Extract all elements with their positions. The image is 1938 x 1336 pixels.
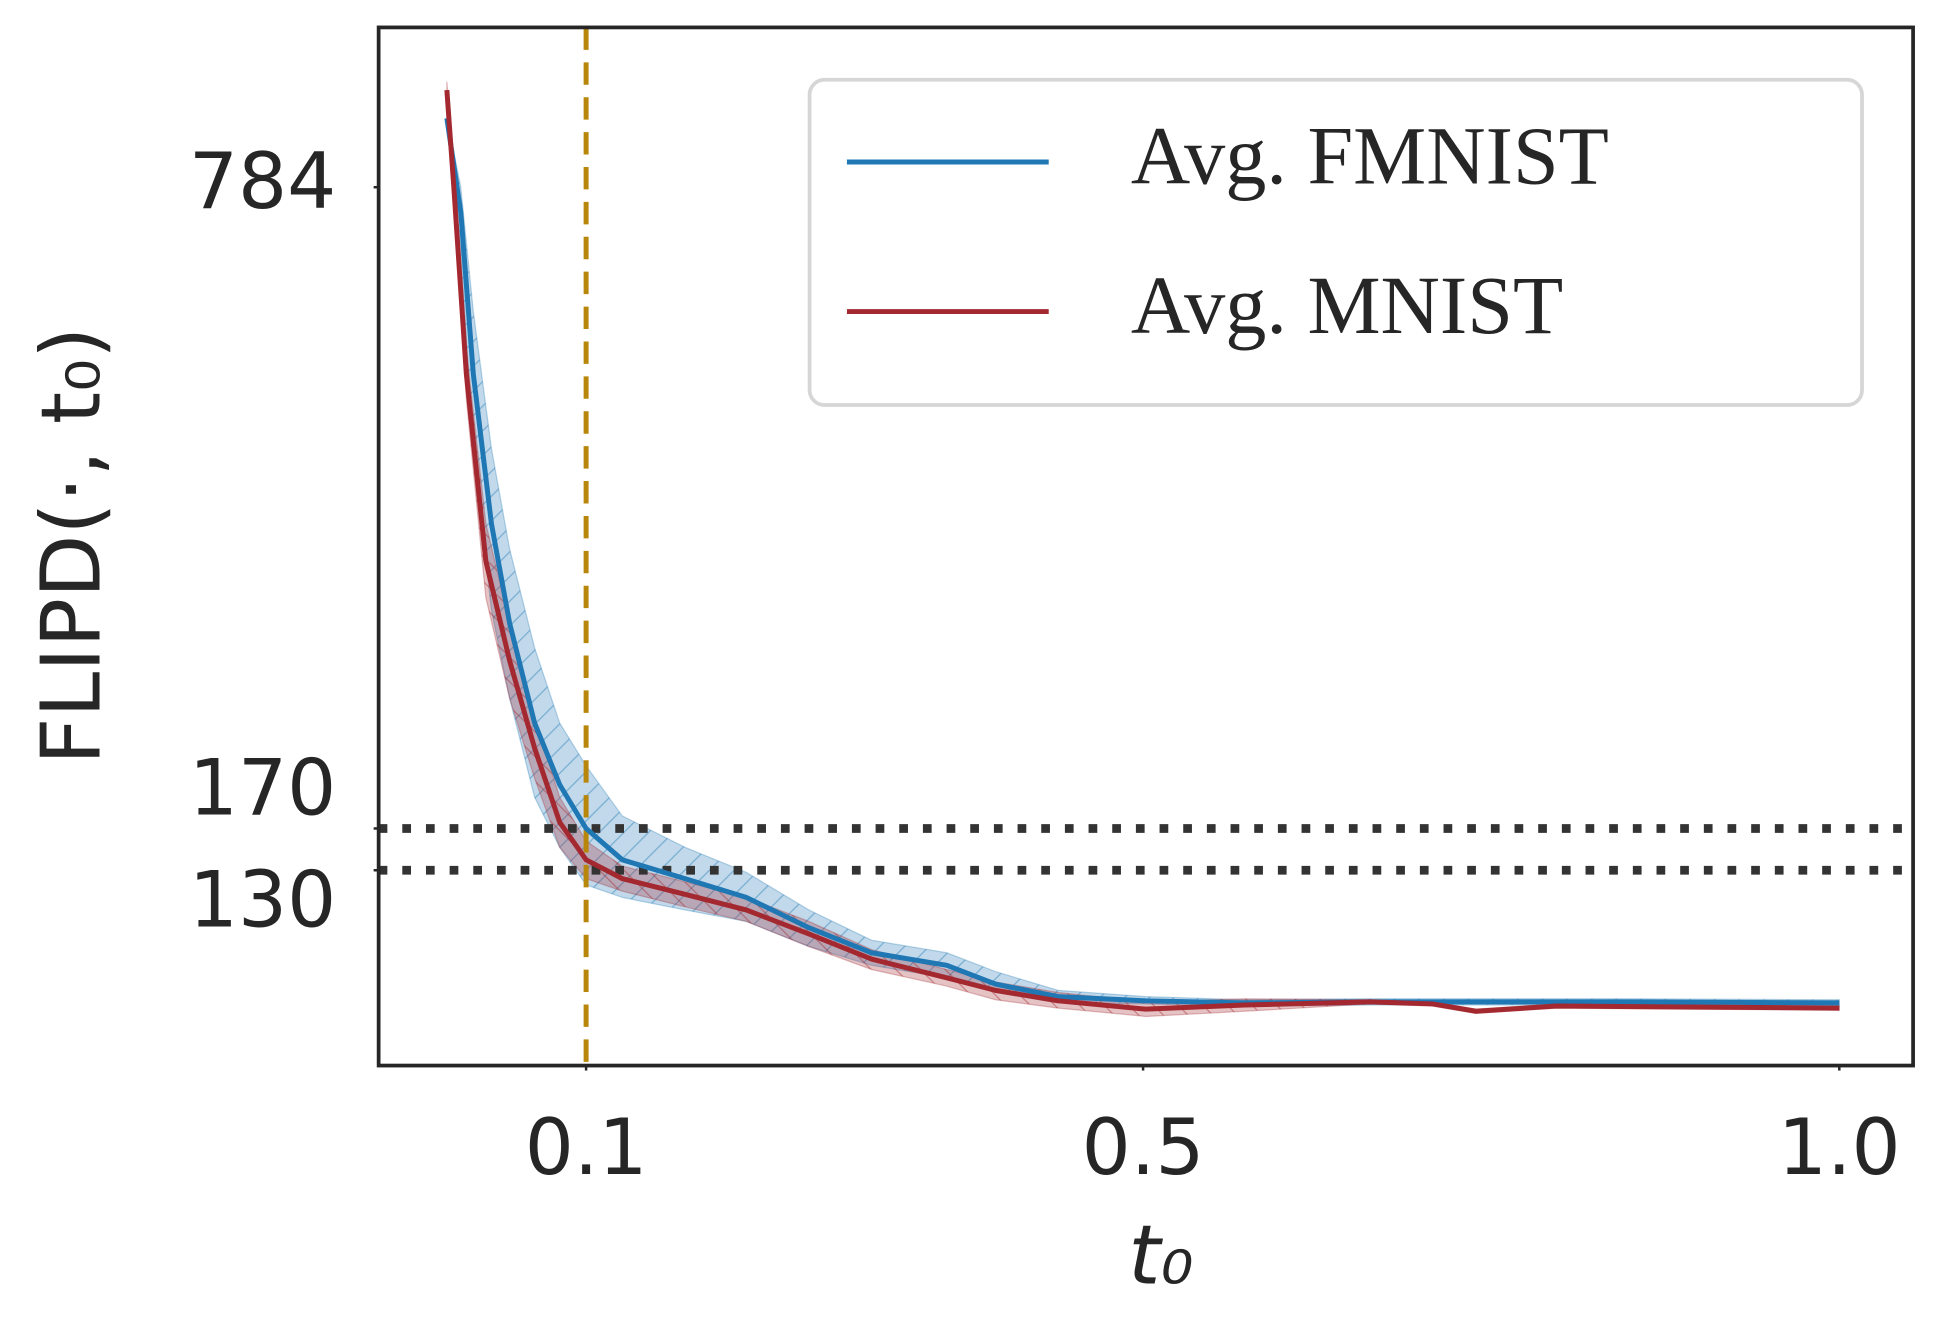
x-axis-label: t₀ xyxy=(1128,1209,1193,1304)
legend-box xyxy=(807,77,1864,407)
legend-label: Avg. MNIST xyxy=(1131,260,1563,351)
x-tick-label: 0.1 xyxy=(525,1103,648,1193)
x-tick-label: 1.0 xyxy=(1778,1103,1901,1193)
y-tick-label: 784 xyxy=(189,137,336,227)
axes-frame xyxy=(376,25,1915,1068)
y-tick-label: 170 xyxy=(189,743,336,833)
plot-area xyxy=(378,27,1914,1066)
y-tick-label: 130 xyxy=(189,855,336,945)
series-line xyxy=(444,89,1840,1014)
legend-label: Avg. FMNIST xyxy=(1131,110,1609,201)
y-axis-label: FLIPD(·, t₀) xyxy=(25,327,120,765)
x-tick-label: 0.5 xyxy=(1082,1103,1205,1193)
